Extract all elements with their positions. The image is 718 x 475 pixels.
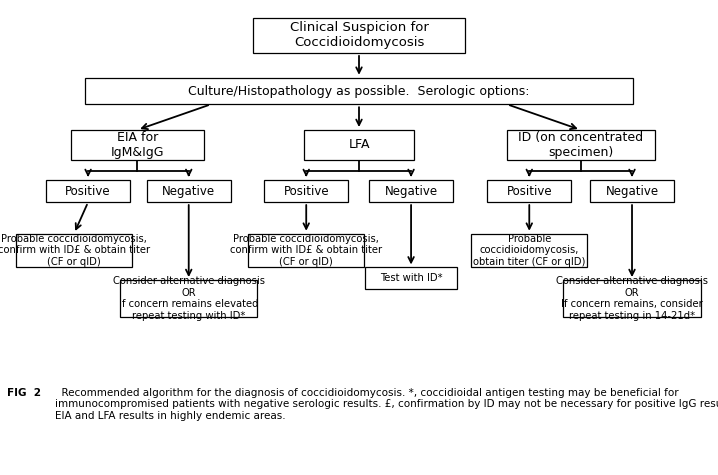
Text: Consider alternative diagnosis
OR
If concern remains, consider
repeat testing in: Consider alternative diagnosis OR If con… [556,276,708,321]
FancyBboxPatch shape [471,234,587,267]
Text: FIG  2: FIG 2 [7,388,41,398]
FancyBboxPatch shape [507,130,655,160]
Text: Positive: Positive [65,185,111,198]
FancyBboxPatch shape [264,180,348,202]
FancyBboxPatch shape [70,130,204,160]
FancyBboxPatch shape [487,180,572,202]
FancyBboxPatch shape [369,180,453,202]
Text: Probable
coccidioidomycosis,
obtain titer (CF or qID): Probable coccidioidomycosis, obtain tite… [473,234,585,267]
FancyBboxPatch shape [46,180,131,202]
Text: LFA: LFA [348,138,370,151]
FancyBboxPatch shape [564,280,701,317]
Text: Test with ID*: Test with ID* [380,273,442,283]
Text: EIA for
IgM&IgG: EIA for IgM&IgG [111,131,164,159]
FancyBboxPatch shape [253,18,465,53]
Text: Culture/Histopathology as possible.  Serologic options:: Culture/Histopathology as possible. Sero… [188,85,530,97]
Text: Positive: Positive [506,185,552,198]
Text: Clinical Suspicion for
Coccidioidomycosis: Clinical Suspicion for Coccidioidomycosi… [289,21,429,49]
Text: Recommended algorithm for the diagnosis of coccidioidomycosis. *, coccidioidal a: Recommended algorithm for the diagnosis … [55,388,718,421]
Text: Probable coccidioidomycosis,
confirm with ID£ & obtain titer
(CF or qID): Probable coccidioidomycosis, confirm wit… [0,234,150,267]
Text: Probable coccidioidomycosis,
confirm with ID£ & obtain titer
(CF or qID): Probable coccidioidomycosis, confirm wit… [230,234,382,267]
FancyBboxPatch shape [85,78,633,104]
FancyBboxPatch shape [304,130,414,160]
Text: ID (on concentrated
specimen): ID (on concentrated specimen) [518,131,643,159]
Text: Negative: Negative [162,185,215,198]
Text: Negative: Negative [605,185,658,198]
Text: Consider alternative diagnosis
OR
If concern remains elevated
repeat testing wit: Consider alternative diagnosis OR If con… [113,276,265,321]
FancyBboxPatch shape [365,267,457,289]
FancyBboxPatch shape [16,234,132,267]
Text: Negative: Negative [385,185,438,198]
FancyBboxPatch shape [146,180,231,202]
FancyBboxPatch shape [120,280,257,317]
FancyBboxPatch shape [248,234,364,267]
FancyBboxPatch shape [589,180,674,202]
Text: Positive: Positive [284,185,329,198]
